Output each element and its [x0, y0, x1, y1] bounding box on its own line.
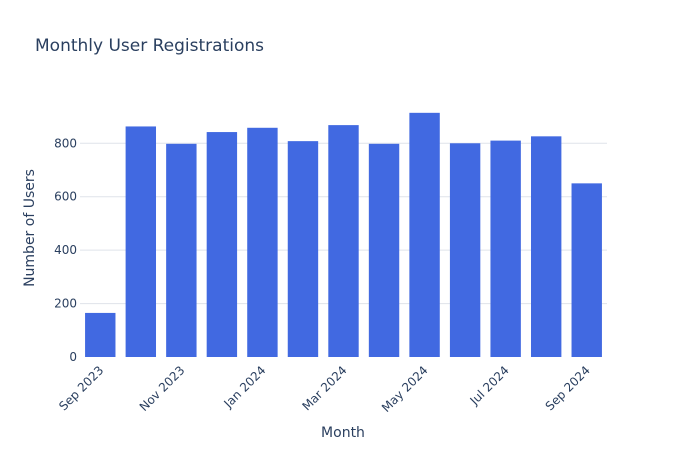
bar-aug-2024[interactable] — [530, 136, 562, 357]
bar-sep-2023[interactable] — [85, 312, 116, 357]
y-tick-label: 400 — [54, 243, 77, 257]
x-tick-label: Jul 2024 — [467, 363, 512, 408]
x-axis-ticks: Sep 2023 Nov 2023 Jan 2024 Mar 2024 May 2024… — [56, 363, 593, 415]
y-axis-ticks: 0 200 400 600 800 — [54, 136, 77, 364]
x-tick-label: Nov 2023 — [137, 363, 188, 414]
x-tick-label: Sep 2023 — [56, 363, 106, 413]
bars — [85, 112, 602, 357]
x-axis-title: Month — [321, 425, 365, 441]
bar-jan-2024[interactable] — [247, 127, 278, 357]
y-tick-label: 600 — [54, 190, 77, 204]
x-tick-label: May 2024 — [379, 363, 431, 415]
chart-title: Monthly User Registrations — [35, 36, 264, 56]
bar-nov-2023[interactable] — [166, 143, 197, 357]
x-tick-label: Sep 2024 — [543, 363, 593, 413]
y-tick-label: 200 — [54, 297, 77, 311]
bar-mar-2024[interactable] — [328, 125, 359, 357]
bar-jun-2024[interactable] — [449, 143, 481, 357]
bar-apr-2024[interactable] — [368, 143, 400, 357]
y-tick-label: 0 — [69, 350, 77, 364]
y-tick-label: 800 — [54, 136, 77, 150]
bar-sep-2024[interactable] — [571, 183, 602, 357]
bar-may-2024[interactable] — [409, 112, 440, 357]
bar-feb-2024[interactable] — [287, 141, 319, 357]
bar-dec-2023[interactable] — [206, 132, 238, 357]
x-tick-label: Jan 2024 — [221, 363, 269, 411]
x-tick-label: Mar 2024 — [299, 363, 349, 413]
bar-oct-2023[interactable] — [125, 126, 157, 357]
bar-jul-2024[interactable] — [490, 140, 521, 357]
y-axis-title: Number of Users — [22, 169, 38, 287]
